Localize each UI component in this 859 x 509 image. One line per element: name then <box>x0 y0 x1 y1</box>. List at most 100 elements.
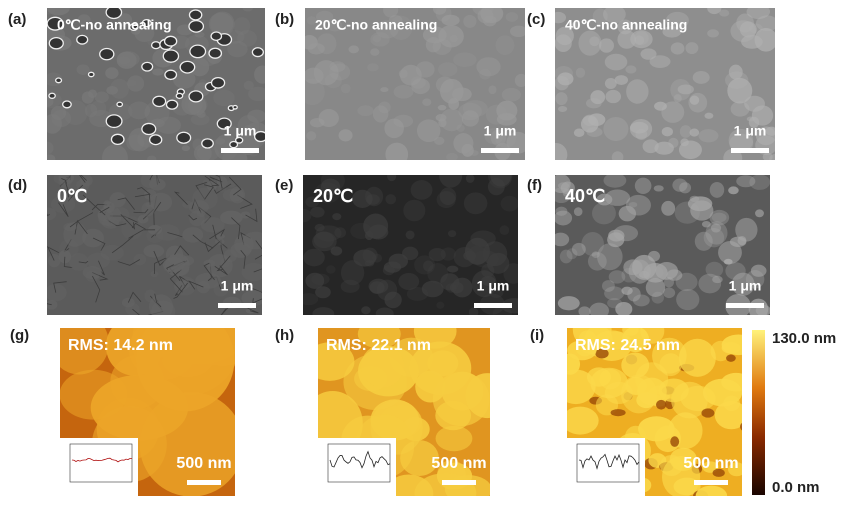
grain <box>441 14 460 26</box>
grain <box>372 105 389 123</box>
scale-bar-label: 1 μm <box>729 278 762 294</box>
grain <box>592 8 608 25</box>
pinhole <box>235 136 244 144</box>
valley <box>740 422 742 431</box>
grain <box>496 112 517 126</box>
grain <box>571 242 586 256</box>
grain <box>587 252 607 271</box>
grain <box>53 175 70 185</box>
grain <box>627 287 641 302</box>
grain <box>85 270 100 282</box>
grain <box>709 209 730 226</box>
grain <box>247 109 265 123</box>
pinhole <box>87 71 95 78</box>
grain <box>649 55 671 68</box>
scale-bar-label: 500 nm <box>683 455 738 472</box>
grain <box>76 64 90 75</box>
grain <box>369 281 385 295</box>
grain <box>575 67 586 78</box>
panel-label: (f) <box>527 177 542 194</box>
grain <box>678 338 716 377</box>
scale-bar-label: 1 μm <box>477 278 510 294</box>
grain <box>375 20 399 39</box>
grain <box>383 261 402 273</box>
grain <box>749 175 770 190</box>
grain <box>710 223 722 233</box>
grain <box>361 306 371 315</box>
grain <box>509 25 525 38</box>
grain <box>622 328 639 336</box>
grain <box>555 142 568 160</box>
boundary <box>111 235 134 254</box>
grain <box>406 287 429 301</box>
grain <box>628 201 638 208</box>
grain <box>737 235 747 246</box>
grain <box>463 192 488 215</box>
pinhole <box>48 92 56 99</box>
grain <box>415 370 446 403</box>
grain <box>489 286 504 299</box>
grain <box>449 34 458 43</box>
boundary <box>216 255 231 272</box>
pinhole <box>232 104 238 110</box>
grain <box>213 89 235 107</box>
grain <box>444 475 490 496</box>
panel-label: (e) <box>275 177 293 194</box>
grain <box>676 288 700 311</box>
boundary <box>53 281 67 293</box>
grain <box>492 305 512 315</box>
pinhole <box>210 76 226 89</box>
pinhole <box>141 18 152 28</box>
grain <box>440 247 456 261</box>
grain <box>367 63 379 72</box>
grain <box>446 265 459 273</box>
pinhole <box>251 47 264 58</box>
boundary <box>91 203 108 211</box>
panel-title: 20℃-no annealing <box>315 17 437 33</box>
grain <box>707 8 722 15</box>
grain <box>578 306 591 315</box>
grain <box>84 103 98 118</box>
boundary <box>117 259 141 266</box>
grain <box>421 280 444 298</box>
grain <box>754 28 775 52</box>
grain <box>580 115 599 133</box>
profile-line <box>71 457 133 463</box>
grain <box>94 91 109 103</box>
grain <box>481 263 495 278</box>
valley <box>670 436 680 447</box>
pinhole <box>76 34 89 45</box>
grain <box>313 60 339 86</box>
grain <box>725 262 746 280</box>
grain <box>139 392 235 496</box>
grain <box>327 20 343 32</box>
grain <box>689 95 700 105</box>
boundary <box>212 224 228 249</box>
grain <box>695 485 728 496</box>
grain <box>378 101 391 114</box>
grain <box>728 128 754 152</box>
grain <box>318 109 339 128</box>
boundary <box>92 272 109 281</box>
grain <box>604 381 633 405</box>
grain <box>755 126 775 146</box>
grain <box>242 231 262 250</box>
grain <box>468 307 479 315</box>
grain <box>422 98 432 107</box>
grain <box>370 48 380 56</box>
grain <box>705 221 728 245</box>
scale-bar-label: 1 μm <box>224 123 257 139</box>
boundary <box>98 260 105 276</box>
grain <box>698 273 722 294</box>
grain <box>380 87 389 93</box>
boundary <box>69 212 94 228</box>
grain <box>242 8 253 12</box>
boundary <box>127 291 142 303</box>
boundary <box>78 260 89 264</box>
valley <box>723 502 732 509</box>
grain <box>411 78 430 95</box>
grain <box>597 243 623 271</box>
grain <box>461 143 474 157</box>
grain <box>638 270 650 279</box>
boundary <box>47 246 60 261</box>
